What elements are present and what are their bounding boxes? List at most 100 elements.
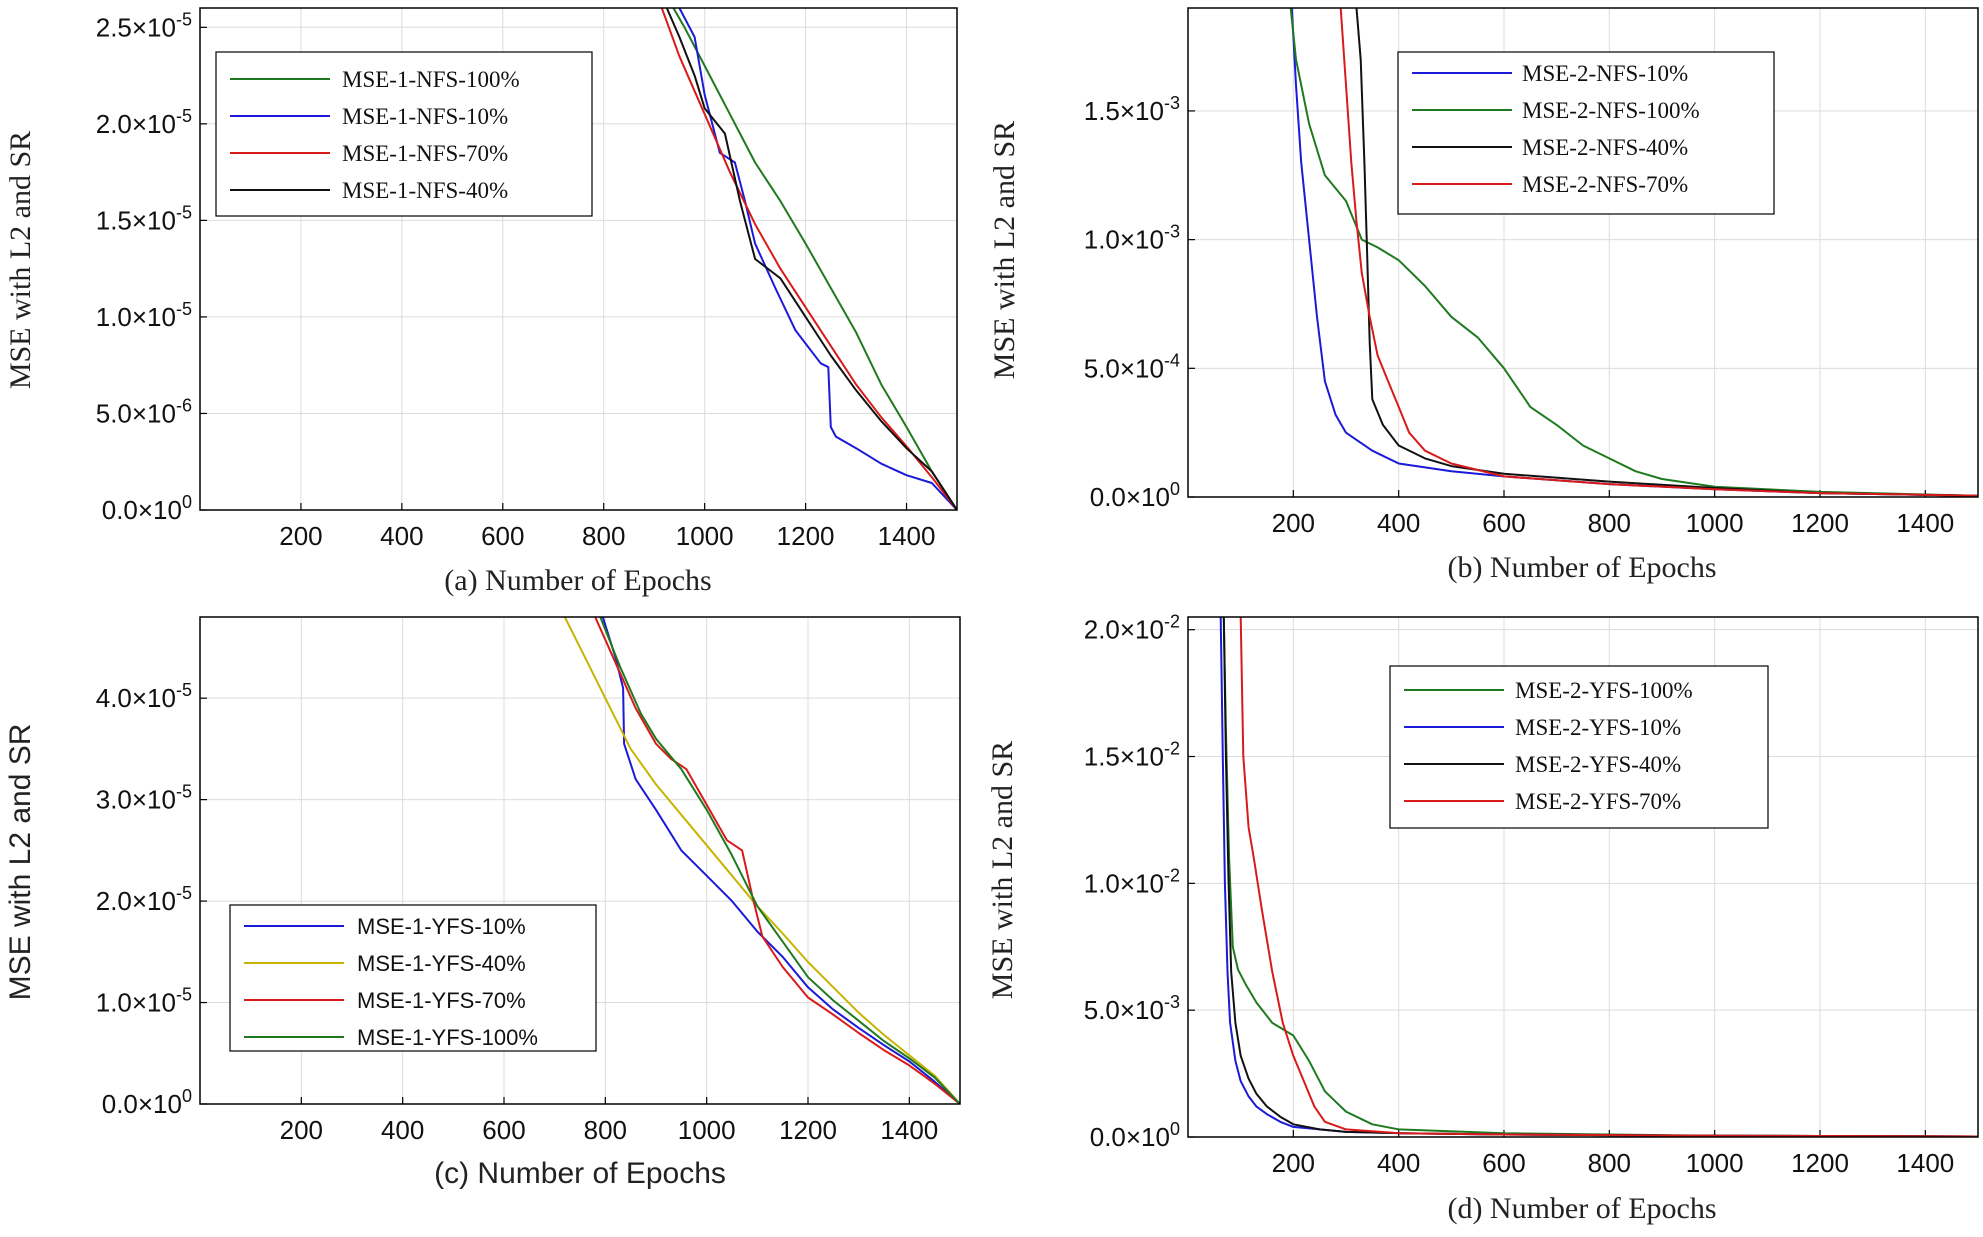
y-tick-mantissa: 3.0×10 [96, 785, 176, 815]
y-axis-label: MSE with L2 and SR [986, 741, 1019, 999]
x-tick-label: 600 [481, 521, 524, 551]
y-tick-exponent: -5 [176, 202, 192, 222]
y-tick-exponent: -3 [1164, 992, 1180, 1012]
y-tick-exponent: -5 [176, 9, 192, 29]
y-tick-exponent: 0 [182, 492, 192, 512]
legend-box [229, 904, 597, 1052]
x-tick-label: 400 [1377, 508, 1420, 538]
series-line-mse-1-nfs-40pct [665, 8, 957, 510]
x-tick-label: 1400 [1896, 508, 1954, 538]
y-tick-mantissa: 2.0×10 [1084, 615, 1164, 645]
series-line-mse-2-nfs-100pct [1289, 8, 1978, 497]
y-tick-mantissa: 0.0×10 [1090, 1122, 1170, 1152]
x-tick-label: 800 [584, 1115, 627, 1145]
y-tick-mantissa: 5.0×10 [96, 398, 176, 428]
y-tick-exponent: -5 [176, 299, 192, 319]
y-tick-label: 0.0×100 [1090, 479, 1180, 512]
legend: MSE-1-NFS-100% MSE-1-NFS-10% MSE-1-NFS-70%… [215, 51, 593, 217]
y-tick-label: 0.0×100 [102, 492, 192, 525]
y-tick-label: 1.0×10-3 [1084, 222, 1180, 255]
x-tick-label: 600 [1482, 1148, 1525, 1178]
x-tick-label: 1000 [676, 521, 734, 551]
y-tick-exponent: -2 [1164, 739, 1180, 759]
y-axis-label: MSE with L2 and SR [988, 121, 1021, 379]
series-line-mse-2-yfs-70pct [1239, 617, 1978, 1137]
series-group [1219, 617, 1978, 1137]
legend: MSE-1-YFS-10% MSE-1-YFS-40% MSE-1-YFS-70% M… [229, 904, 597, 1052]
legend: MSE-2-YFS-100% MSE-2-YFS-10% MSE-2-YFS-40%… [1389, 665, 1769, 829]
y-tick-exponent: -5 [176, 680, 192, 700]
y-tick-exponent: -5 [176, 782, 192, 802]
x-tick-label: 1400 [880, 1115, 938, 1145]
series-line-mse-1-nfs-10pct [678, 8, 957, 510]
legend-label: MSE-2-YFS-100% [1515, 678, 1693, 703]
series-line-mse-1-nfs-100pct [672, 8, 957, 510]
y-tick-exponent: -5 [176, 985, 192, 1005]
y-tick-label: 0.0×100 [1090, 1119, 1180, 1152]
x-tick-label: 200 [280, 1115, 323, 1145]
y-tick-label: 2.0×10-2 [1084, 612, 1180, 645]
x-tick-label: 1200 [1791, 1148, 1849, 1178]
y-tick-exponent: -5 [176, 106, 192, 126]
x-tick-label: 800 [582, 521, 625, 551]
legend-label: MSE-2-NFS-100% [1522, 98, 1700, 123]
legend-label: MSE-1-NFS-40% [342, 178, 508, 203]
y-axis-label: MSE with L2 and SR [4, 131, 37, 389]
x-tick-label: 1200 [777, 521, 835, 551]
legend-label: MSE-1-YFS-70% [357, 988, 526, 1013]
y-tick-mantissa: 2.0×10 [96, 886, 176, 916]
series-line-mse-1-nfs-70pct [660, 8, 957, 510]
y-tick-mantissa: 1.0×10 [96, 988, 176, 1018]
series-line-mse-1-yfs-70pct [594, 617, 960, 1104]
y-tick-mantissa: 5.0×10 [1084, 995, 1164, 1025]
y-tick-exponent: -3 [1164, 222, 1180, 242]
x-axis-label: (d) Number of Epochs [1447, 1192, 1716, 1225]
legend-label: MSE-2-NFS-40% [1522, 135, 1688, 160]
y-tick-mantissa: 0.0×10 [102, 1089, 182, 1119]
y-tick-mantissa: 1.0×10 [1084, 225, 1164, 255]
x-tick-label: 1200 [779, 1115, 837, 1145]
x-axis-label: (a) Number of Epochs [444, 564, 711, 597]
x-tick-label: 400 [1377, 1148, 1420, 1178]
chart-panel-a: 200 400 600 800 1000 1200 1400 0.0×100 5.0×10-6 1… [4, 7, 958, 597]
x-tick-label: 600 [482, 1115, 525, 1145]
y-tick-label: 3.0×10-5 [96, 782, 192, 815]
series-line-mse-2-nfs-70pct [1339, 8, 1978, 497]
y-tick-mantissa: 1.0×10 [1084, 868, 1164, 898]
y-tick-exponent: -3 [1164, 93, 1180, 113]
x-tick-label: 1000 [1686, 1148, 1744, 1178]
series-group [563, 617, 960, 1104]
series-line-mse-2-yfs-100pct [1222, 617, 1978, 1137]
y-tick-mantissa: 0.0×10 [1090, 482, 1170, 512]
y-tick-label: 2.5×10-5 [96, 9, 192, 42]
legend-label: MSE-1-NFS-70% [342, 141, 508, 166]
x-tick-label: 600 [1482, 508, 1525, 538]
y-tick-exponent: -6 [176, 395, 192, 415]
y-tick-mantissa: 1.5×10 [1084, 742, 1164, 772]
y-tick-exponent: -4 [1164, 350, 1180, 370]
x-tick-label: 1400 [878, 521, 936, 551]
legend-label: MSE-1-NFS-10% [342, 104, 508, 129]
y-axis-label: MSE with L2 and SR [4, 724, 37, 1001]
legend-label: MSE-2-NFS-10% [1522, 61, 1688, 86]
y-tick-label: 2.0×10-5 [96, 106, 192, 139]
y-tick-label: 1.0×10-2 [1084, 865, 1180, 898]
x-tick-label: 1000 [678, 1115, 736, 1145]
plot-frame [199, 616, 961, 1105]
legend-label: MSE-2-YFS-10% [1515, 715, 1681, 740]
y-tick-mantissa: 1.0×10 [96, 302, 176, 332]
x-tick-label: 800 [1588, 1148, 1631, 1178]
x-tick-label: 1200 [1791, 508, 1849, 538]
legend-label: MSE-1-YFS-10% [357, 914, 526, 939]
y-tick-label: 5.0×10-3 [1084, 992, 1180, 1025]
y-tick-exponent: -5 [176, 883, 192, 903]
x-tick-label: 1400 [1896, 1148, 1954, 1178]
y-tick-label: 1.0×10-5 [96, 299, 192, 332]
x-axis-label: (c) Number of Epochs [434, 1157, 726, 1190]
legend-label: MSE-2-YFS-40% [1515, 752, 1681, 777]
chart-panel-d: 200 400 600 800 1000 1200 1400 0.0×100 5.0×10-3 1… [986, 612, 1979, 1225]
y-tick-label: 0.0×100 [102, 1086, 192, 1119]
y-tick-mantissa: 2.5×10 [96, 12, 176, 42]
y-tick-exponent: -2 [1164, 612, 1180, 632]
